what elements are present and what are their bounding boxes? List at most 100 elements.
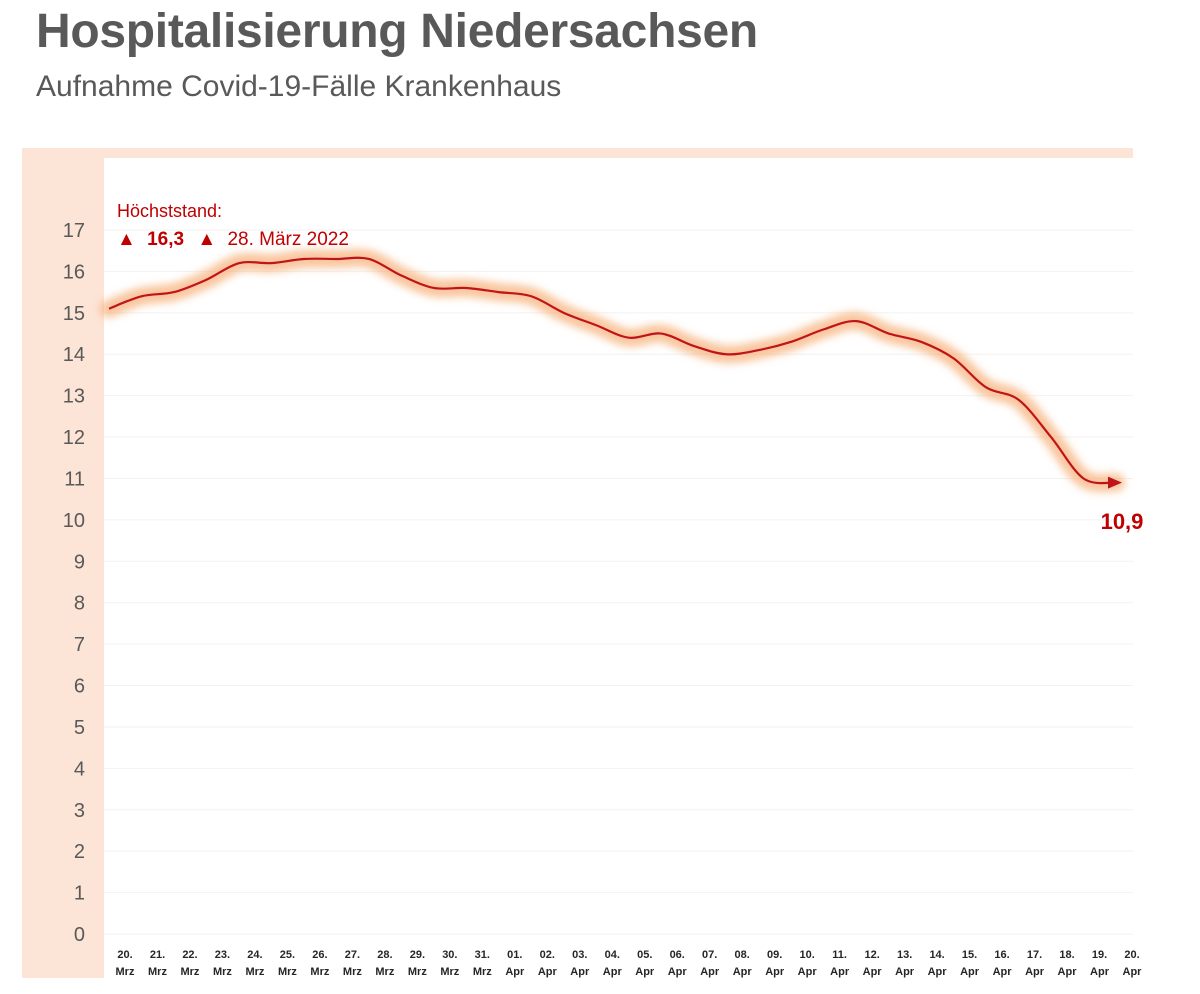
y-tick-label: 6	[74, 676, 85, 698]
data-point	[368, 258, 370, 260]
data-point	[790, 341, 792, 343]
y-tick-label: 8	[74, 593, 85, 615]
data-point	[173, 291, 175, 293]
x-tick-month: Mrz	[180, 966, 199, 978]
data-point	[855, 320, 857, 322]
data-point	[530, 295, 532, 297]
data-point	[140, 295, 142, 297]
x-tick-month: Apr	[1025, 966, 1045, 978]
peak-annotation: Höchststand: ▲ 16,3 ▲ 28. März 2022	[117, 201, 349, 250]
end-value-label: 10,9	[1101, 509, 1144, 534]
x-tick-day: 28.	[377, 949, 392, 961]
data-point	[985, 386, 987, 388]
data-point	[433, 287, 435, 289]
y-tick-label: 0	[74, 924, 85, 946]
x-tick-day: 14.	[929, 949, 944, 961]
chart-frame-top	[22, 148, 1133, 158]
x-tick-month: Apr	[765, 966, 785, 978]
peak-value: 16,3	[147, 229, 184, 250]
x-tick-day: 30.	[442, 949, 457, 961]
x-tick-month: Mrz	[213, 966, 232, 978]
y-tick-label: 14	[63, 344, 85, 366]
y-tick-label: 16	[63, 261, 85, 283]
gridlines	[104, 229, 1133, 935]
x-tick-day: 08.	[735, 949, 750, 961]
chart-subtitle: Aufnahme Covid-19-Fälle Krankenhaus	[36, 70, 562, 103]
x-tick-day: 31.	[475, 949, 490, 961]
x-tick-day: 12.	[864, 949, 879, 961]
x-tick-day: 21.	[150, 949, 165, 961]
x-tick-month: Mrz	[245, 966, 264, 978]
data-point	[725, 353, 727, 355]
x-tick-month: Apr	[700, 966, 720, 978]
x-tick-month: Apr	[863, 966, 883, 978]
x-tick-day: 18.	[1059, 949, 1074, 961]
x-tick-day: 09.	[767, 949, 782, 961]
x-tick-day: 26.	[312, 949, 327, 961]
peak-date: 28. März 2022	[227, 229, 348, 250]
data-point	[108, 308, 110, 310]
data-point	[400, 275, 402, 277]
data-point	[693, 345, 695, 347]
y-tick-label: 11	[64, 468, 85, 490]
x-tick-day: 02.	[540, 949, 555, 961]
data-point	[758, 349, 760, 351]
x-tick-month: Mrz	[278, 966, 297, 978]
peak-label: Höchststand:	[117, 201, 222, 221]
peak-line: ▲ 16,3 ▲ 28. März 2022	[117, 229, 349, 250]
y-tick-label: 17	[63, 220, 85, 242]
x-tick-month: Apr	[570, 966, 590, 978]
x-tick-month: Mrz	[408, 966, 427, 978]
chart-frame-left	[22, 148, 104, 978]
x-tick-day: 05.	[637, 949, 652, 961]
x-tick-day: 24.	[247, 949, 262, 961]
up-triangle-icon: ▲	[117, 229, 136, 250]
y-tick-label: 15	[63, 303, 85, 325]
data-point	[628, 337, 630, 339]
x-tick-day: 01.	[507, 949, 522, 961]
x-tick-month: Apr	[1090, 966, 1110, 978]
data-point	[1018, 399, 1020, 401]
y-tick-label: 10	[63, 510, 85, 532]
y-tick-label: 4	[74, 758, 85, 780]
x-tick-day: 15.	[962, 949, 977, 961]
data-point	[303, 258, 305, 260]
series-line	[100, 248, 1125, 493]
data-point	[1050, 436, 1052, 438]
x-tick-day: 23.	[215, 949, 230, 961]
x-tick-month: Apr	[895, 966, 915, 978]
x-tick-day: 04.	[605, 949, 620, 961]
x-tick-day: 13.	[897, 949, 912, 961]
x-tick-month: Apr	[830, 966, 850, 978]
x-tick-day: 22.	[182, 949, 197, 961]
x-tick-day: 06.	[670, 949, 685, 961]
y-tick-label: 12	[63, 427, 85, 449]
data-point	[823, 328, 825, 330]
x-tick-month: Mrz	[473, 966, 492, 978]
data-point	[563, 312, 565, 314]
x-tick-day: 27.	[345, 949, 360, 961]
x-tick-month: Apr	[733, 966, 753, 978]
x-tick-month: Mrz	[148, 966, 167, 978]
data-point	[953, 357, 955, 359]
x-tick-day: 29.	[410, 949, 425, 961]
data-point	[205, 279, 207, 281]
data-point	[498, 291, 500, 293]
y-tick-label: 13	[63, 386, 85, 408]
data-point	[595, 324, 597, 326]
data-point	[465, 287, 467, 289]
x-tick-month: Apr	[635, 966, 655, 978]
x-tick-month: Mrz	[343, 966, 362, 978]
x-tick-month: Apr	[505, 966, 525, 978]
data-point	[1083, 477, 1085, 479]
series-glow	[100, 248, 1125, 493]
data-point	[335, 258, 337, 260]
x-tick-month: Apr	[993, 966, 1013, 978]
y-tick-label: 7	[74, 634, 85, 656]
x-tick-month: Apr	[1058, 966, 1078, 978]
y-tick-label: 3	[74, 800, 85, 822]
y-tick-label: 2	[74, 841, 85, 863]
up-triangle-icon: ▲	[197, 229, 216, 250]
y-tick-label: 1	[74, 883, 85, 905]
